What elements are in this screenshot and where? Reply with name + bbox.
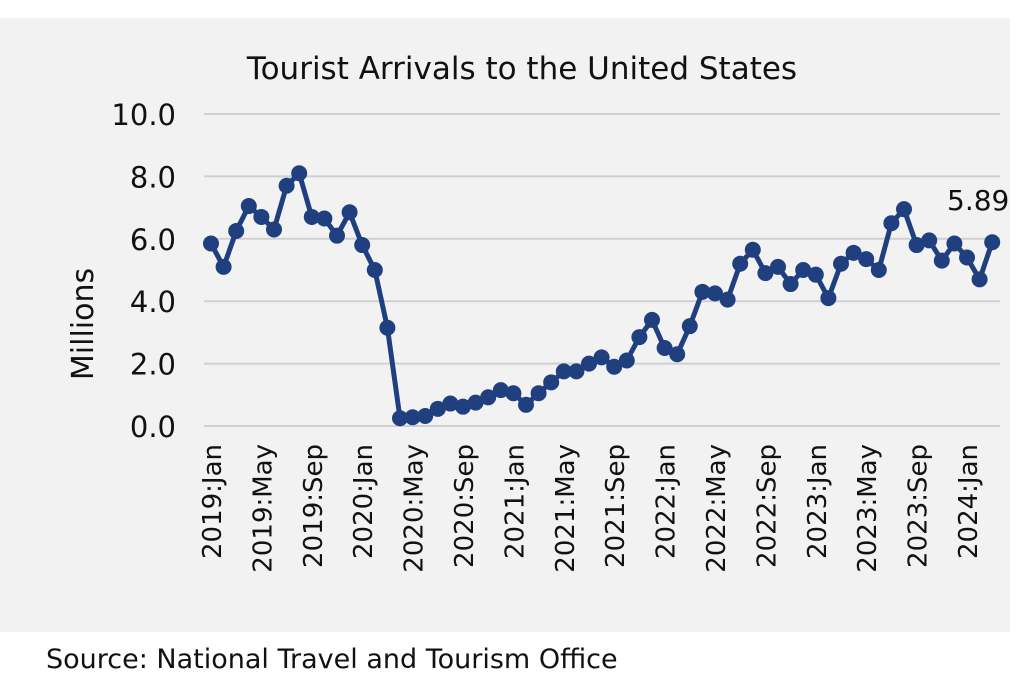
data-point [845,244,862,261]
y-axis-label: Millions [66,268,101,380]
data-point [795,262,812,278]
data-point [480,389,497,406]
y-tick-label: 8.0 [130,160,176,194]
data-point [820,290,837,307]
chart-title: Tourist Arrivals to the United States [246,51,797,87]
x-tick-label: 2022:May [702,444,732,573]
series-line-path [208,170,995,421]
data-point [933,252,950,269]
data-point [215,258,232,275]
data-point [870,262,887,278]
data-point [757,265,774,282]
data-point [203,235,219,252]
data-point [366,262,383,278]
x-tick-label: 2023:Jan [803,444,833,559]
data-point [392,410,408,427]
data-point [442,395,459,412]
data-point [896,201,912,218]
x-tick-label: 2021:May [551,444,581,573]
data-point [354,237,371,254]
data-point [291,165,308,182]
data-point [379,319,396,336]
x-tick-label: 2019:Jan [198,444,228,559]
x-tick-label: 2022:Jan [652,444,682,559]
y-axis-ticks: 0.0 2.0 4.0 6.0 8.0 10.0 [111,98,176,444]
data-point [858,251,875,268]
data-point [681,318,698,335]
data-label: 5.89 [947,184,1009,217]
x-tick-label: 2021:Jan [500,444,530,559]
x-tick-label: 2020:Sep [450,444,480,568]
data-point [429,400,446,417]
data-point [404,409,421,426]
y-tick-label: 4.0 [130,285,176,319]
data-point [883,215,900,232]
data-point [618,352,635,369]
x-tick-label: 2023:May [853,444,883,573]
data-point [530,385,547,402]
series-points [203,165,1001,427]
x-tick-label: 2022:Sep [752,444,782,568]
x-tick-label: 2021:Sep [601,444,631,568]
x-tick-label: 2024:Jan [954,444,984,559]
data-point [555,363,572,380]
x-tick-label: 2023:Sep [904,444,934,568]
x-tick-label: 2019:Sep [299,444,329,568]
data-point [921,232,938,249]
data-point [492,382,509,399]
data-point [329,227,345,244]
data-point [707,285,723,302]
data-point [694,283,711,300]
data-point [782,276,799,293]
series-line [208,170,995,421]
data-point [303,208,320,225]
data-point [908,237,925,254]
data-point [455,398,471,415]
data-point [669,346,686,363]
data-point [656,340,673,356]
source-note: Source: National Travel and Tourism Offi… [46,644,618,675]
chart-panel: Tourist Arrivals to the United States Mi… [0,18,1010,632]
data-point [833,255,849,272]
x-tick-label: 2019:May [248,444,278,573]
data-point [946,235,963,252]
data-point [240,198,257,215]
data-point [593,349,610,366]
data-point [807,266,824,283]
y-tick-label: 6.0 [130,223,176,257]
data-point [984,234,1001,251]
data-point [278,177,295,194]
data-point [732,255,749,272]
y-tick-label: 2.0 [130,348,176,382]
x-tick-label: 2020:May [400,444,430,573]
data-point [543,374,560,391]
data-point [719,291,736,308]
data-point [253,208,270,225]
data-point [606,358,623,375]
data-point [266,221,282,238]
data-point [770,258,786,275]
y-tick-label: 10.0 [111,98,176,132]
data-point [467,394,484,411]
data-point [417,408,434,425]
line-chart: Tourist Arrivals to the United States Mi… [66,51,1009,573]
data-point [341,204,358,221]
data-point [971,271,988,288]
y-tick-label: 0.0 [130,410,176,444]
data-point [959,249,975,266]
x-tick-label: 2020:Jan [349,444,379,559]
data-point [744,241,761,258]
data-point [228,223,245,239]
data-point [644,311,660,328]
data-point [316,210,333,227]
data-point [631,329,648,346]
data-point [505,385,522,402]
data-point [568,363,585,380]
x-axis-ticks: 2019:Jan 2019:May 2019:Sep 2020:Jan 2020:May… [198,444,984,573]
data-point [581,355,597,372]
data-point [518,396,534,413]
annotations: 5.89 [947,184,1009,217]
